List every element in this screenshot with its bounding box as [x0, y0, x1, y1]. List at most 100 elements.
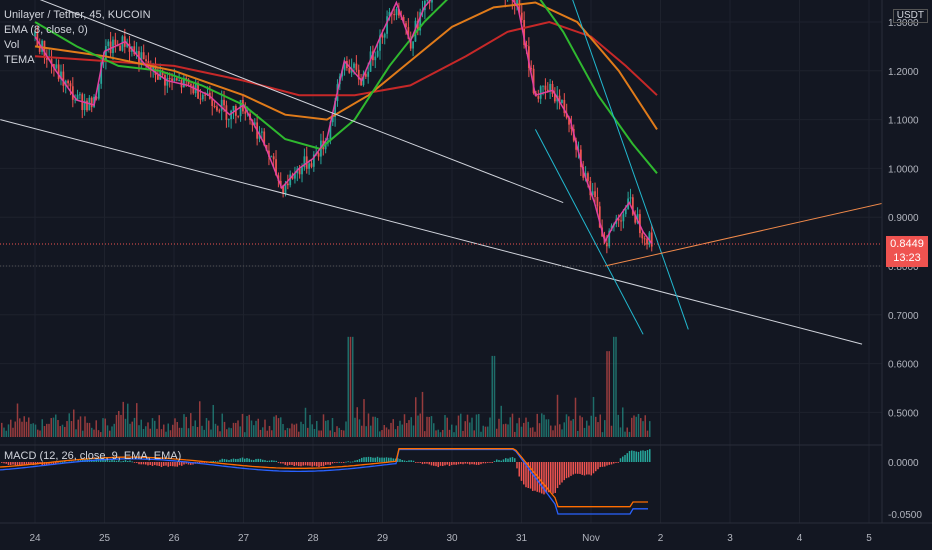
- volume-bar: [520, 426, 523, 437]
- macd-histogram-bar: [147, 462, 149, 466]
- volume-bar: [176, 421, 178, 437]
- macd-histogram-bar: [631, 450, 633, 462]
- volume-bar: [442, 429, 444, 437]
- candle-body: [608, 230, 611, 247]
- macd-histogram-bar: [318, 462, 320, 467]
- macd-histogram-bar: [354, 460, 356, 462]
- macd-histogram-bar: [390, 457, 392, 462]
- volume-bar: [131, 421, 133, 437]
- macd-histogram-bar: [212, 460, 214, 462]
- symbol-title[interactable]: Unilayer / Tether, 45, KUCOIN: [4, 9, 151, 21]
- macd-histogram-bar: [316, 462, 318, 467]
- candle-body: [279, 180, 282, 186]
- macd-histogram-bar: [491, 462, 493, 463]
- macd-histogram-bar: [381, 457, 383, 462]
- macd-histogram-bar: [273, 460, 275, 462]
- volume-bar: [271, 430, 273, 437]
- volume-bar: [230, 428, 232, 437]
- price-tick-label: 0.5000: [888, 408, 919, 419]
- macd-histogram-bar: [28, 462, 30, 465]
- macd-tick-label: 0.0000: [888, 458, 919, 469]
- candle-body: [431, 0, 433, 3]
- volume-bar: [259, 429, 262, 437]
- volume-bar: [505, 423, 507, 437]
- macd-histogram-bar: [129, 460, 131, 462]
- volume-bar: [250, 420, 253, 437]
- macd-histogram-bar: [30, 462, 32, 465]
- macd-histogram-bar: [649, 449, 651, 462]
- ema-red-line: [34, 20, 658, 97]
- macd-legend[interactable]: MACD (12, 26, close, 9, EMA, EMA): [4, 450, 182, 462]
- macd-histogram-bar: [586, 462, 588, 475]
- candle-body: [409, 38, 412, 49]
- volume-bar: [14, 421, 16, 437]
- macd-histogram-bar: [138, 462, 140, 465]
- candle-body: [194, 82, 197, 94]
- tema-legend[interactable]: TEMA: [4, 54, 35, 66]
- macd-histogram-bar: [642, 450, 644, 462]
- candle-body: [204, 94, 207, 96]
- candle-body: [239, 99, 242, 117]
- volume-bar: [626, 427, 628, 437]
- vol-legend[interactable]: Vol: [4, 39, 20, 51]
- candle-body: [605, 243, 608, 247]
- macd-histogram-bar: [120, 461, 122, 463]
- volume-bar: [559, 424, 561, 437]
- volume-bar: [50, 418, 52, 437]
- macd-histogram-bar: [118, 460, 120, 462]
- volume-bar: [608, 351, 610, 437]
- volume-bar: [448, 429, 451, 437]
- volume-bar: [75, 429, 77, 437]
- volume-bar: [649, 421, 651, 437]
- macd-histogram-bar: [122, 460, 124, 462]
- macd-histogram-bar: [541, 462, 543, 494]
- volume-bar: [381, 430, 383, 437]
- volume-bar: [496, 428, 498, 437]
- volume-bar: [579, 415, 581, 437]
- macd-histogram-bar: [574, 462, 577, 474]
- volume-bar: [10, 419, 12, 437]
- volume-bar: [444, 415, 446, 437]
- macd-histogram-bar: [565, 462, 568, 479]
- macd-histogram-bar: [289, 462, 291, 465]
- candle-body: [308, 163, 311, 169]
- macd-histogram-bar: [635, 451, 637, 462]
- candle-body: [216, 106, 218, 111]
- candle-body: [50, 58, 53, 65]
- candle-body: [253, 122, 256, 126]
- volume-bar: [7, 424, 10, 437]
- volume-bar: [282, 423, 284, 437]
- macd-histogram-bar: [482, 462, 484, 464]
- candle-body: [357, 69, 360, 80]
- macd-histogram-bar: [253, 460, 255, 462]
- macd-histogram-bar: [599, 462, 601, 468]
- volume-bar: [3, 427, 5, 437]
- time-tick-label: 2: [658, 533, 664, 544]
- volume-bar: [311, 424, 313, 437]
- volume-bar: [570, 420, 572, 437]
- candle-body: [41, 40, 43, 52]
- macd-histogram-bar: [502, 459, 505, 462]
- volume-bar: [248, 414, 250, 437]
- volume-bar: [120, 414, 122, 437]
- macd-histogram-bar: [311, 462, 313, 467]
- macd-histogram-bar: [554, 462, 556, 493]
- volume-bar: [356, 407, 358, 437]
- candle-body: [348, 67, 351, 73]
- candle-body: [223, 99, 225, 106]
- price-tick-label: 0.6000: [888, 360, 919, 371]
- macd-histogram-bar: [462, 462, 464, 465]
- macd-tick-label: -0.0500: [888, 510, 922, 521]
- volume-bar: [203, 429, 205, 437]
- volume-bar: [502, 424, 505, 437]
- candle-body: [161, 70, 164, 76]
- currency-label[interactable]: USDT: [892, 9, 928, 23]
- volume-bar: [95, 420, 97, 437]
- macd-histogram-bar: [622, 456, 624, 462]
- ema-legend[interactable]: EMA (8, close, 0): [4, 24, 88, 36]
- volume-bar: [430, 416, 433, 437]
- volume-bar: [30, 423, 32, 437]
- candle-body: [360, 79, 362, 86]
- volume-bar: [473, 430, 475, 437]
